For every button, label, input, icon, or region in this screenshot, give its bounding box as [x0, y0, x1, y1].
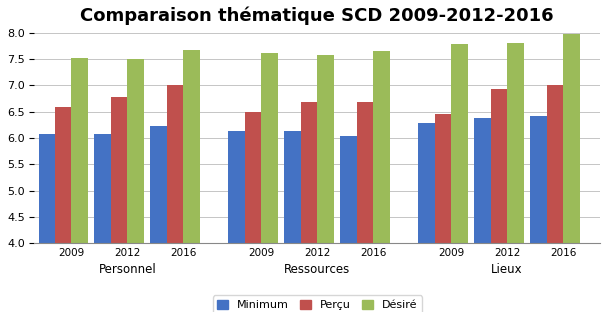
Bar — [245, 112, 262, 243]
Text: Lieux: Lieux — [491, 263, 523, 276]
Bar — [151, 126, 167, 243]
Bar — [507, 43, 524, 243]
Bar — [284, 131, 301, 243]
Bar — [373, 51, 390, 243]
Bar — [183, 50, 200, 243]
Bar — [357, 102, 373, 243]
Bar — [563, 34, 580, 243]
Bar — [127, 59, 144, 243]
Bar — [530, 116, 547, 243]
Text: Personnel: Personnel — [98, 263, 156, 276]
Title: Comparaison thématique SCD 2009-2012-2016: Comparaison thématique SCD 2009-2012-201… — [80, 7, 554, 26]
Bar — [38, 134, 55, 243]
Bar — [167, 85, 183, 243]
Bar — [435, 114, 451, 243]
Bar — [490, 90, 507, 243]
Bar — [262, 53, 278, 243]
Text: Ressources: Ressources — [284, 263, 350, 276]
Legend: Minimum, Perçu, Désiré: Minimum, Perçu, Désiré — [212, 295, 422, 312]
Bar — [418, 123, 435, 243]
Bar — [474, 118, 490, 243]
Bar — [317, 55, 334, 243]
Bar — [228, 131, 245, 243]
Bar — [72, 58, 88, 243]
Bar — [55, 107, 72, 243]
Bar — [341, 136, 357, 243]
Bar — [111, 97, 127, 243]
Bar — [547, 85, 563, 243]
Bar — [301, 102, 317, 243]
Bar — [451, 44, 467, 243]
Bar — [95, 134, 111, 243]
